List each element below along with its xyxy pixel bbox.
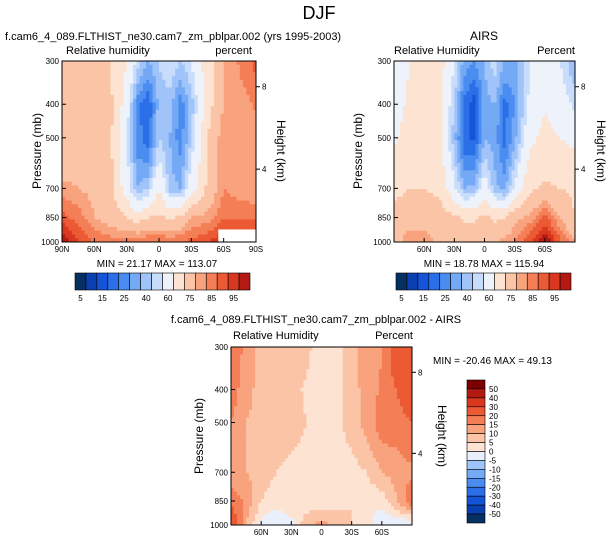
y2-tick-label: 4 (262, 165, 267, 174)
y-tick-label: 400 (46, 100, 60, 109)
colorbar-swatch (163, 273, 174, 290)
colorbar-swatch (97, 273, 108, 290)
colorbar-swatch (108, 273, 119, 290)
model-subtitle-right: percent (215, 45, 252, 57)
x-tick-label: 90S (249, 245, 263, 254)
airs-subtitle-left: Relative Humidity (394, 45, 480, 57)
colorbar-label: 15 (98, 294, 107, 303)
y-tick-label: 700 (46, 184, 60, 193)
colorbar-swatch (119, 273, 130, 290)
colorbar-label: 85 (207, 294, 216, 303)
colorbar-swatch (75, 273, 86, 290)
colorbar-label: 60 (164, 294, 173, 303)
figure-title: DJF (303, 3, 336, 23)
colorbar-swatch (152, 273, 163, 290)
colorbar-swatch (217, 273, 228, 290)
model-stats: MIN = 21.17 MAX = 113.07 (97, 259, 218, 270)
y-tick-label: 500 (46, 134, 60, 143)
y-tick-label: 300 (46, 57, 60, 66)
x-tick-label: 60N (87, 245, 102, 254)
y-tick-label: 850 (46, 214, 60, 223)
colorbar-swatch (239, 273, 250, 290)
colorbar-swatch (206, 273, 217, 290)
x-tick-label: 90N (55, 245, 70, 254)
panel-model: f.cam6_4_089.FLTHIST_ne30.cam7_zm_pblpar… (5, 31, 341, 303)
colorbar-swatch (195, 273, 206, 290)
model-y2-label: Height (km) (274, 120, 288, 182)
x-tick-label: 60S (217, 245, 231, 254)
colorbar-swatch (184, 273, 195, 290)
x-tick-label: 0 (157, 245, 162, 254)
model-subtitle-left: Relative humidity (66, 45, 150, 57)
airs-title: AIRS (470, 29, 498, 43)
colorbar-swatch (130, 273, 141, 290)
x-tick-label: 30N (119, 245, 134, 254)
x-tick-label: 30S (184, 245, 198, 254)
colorbar-swatch (141, 273, 152, 290)
panel-airs: AIRS Relative Humidity Percent 300400500… (351, 29, 608, 303)
model-y-label: Pressure (mb) (30, 113, 44, 189)
colorbar-label: 25 (120, 294, 129, 303)
colorbar-label: 75 (185, 294, 194, 303)
y2-tick-label: 8 (262, 83, 267, 92)
colorbar-swatch (228, 273, 239, 290)
airs-subtitle-right: Percent (537, 45, 575, 57)
model-field (62, 61, 257, 243)
colorbar-label: 95 (229, 294, 238, 303)
airs-field (394, 61, 576, 243)
model-title: f.cam6_4_089.FLTHIST_ne30.cam7_zm_pblpar… (5, 31, 341, 43)
model-colorbar: 5 15 25 40 60 75 85 95 (75, 273, 250, 303)
colorbar-label: 40 (142, 294, 151, 303)
colorbar-label: 5 (78, 294, 83, 303)
colorbar-swatch (173, 273, 184, 290)
model-y2-axis: 84 (256, 83, 267, 174)
colorbar-swatch (86, 273, 97, 290)
